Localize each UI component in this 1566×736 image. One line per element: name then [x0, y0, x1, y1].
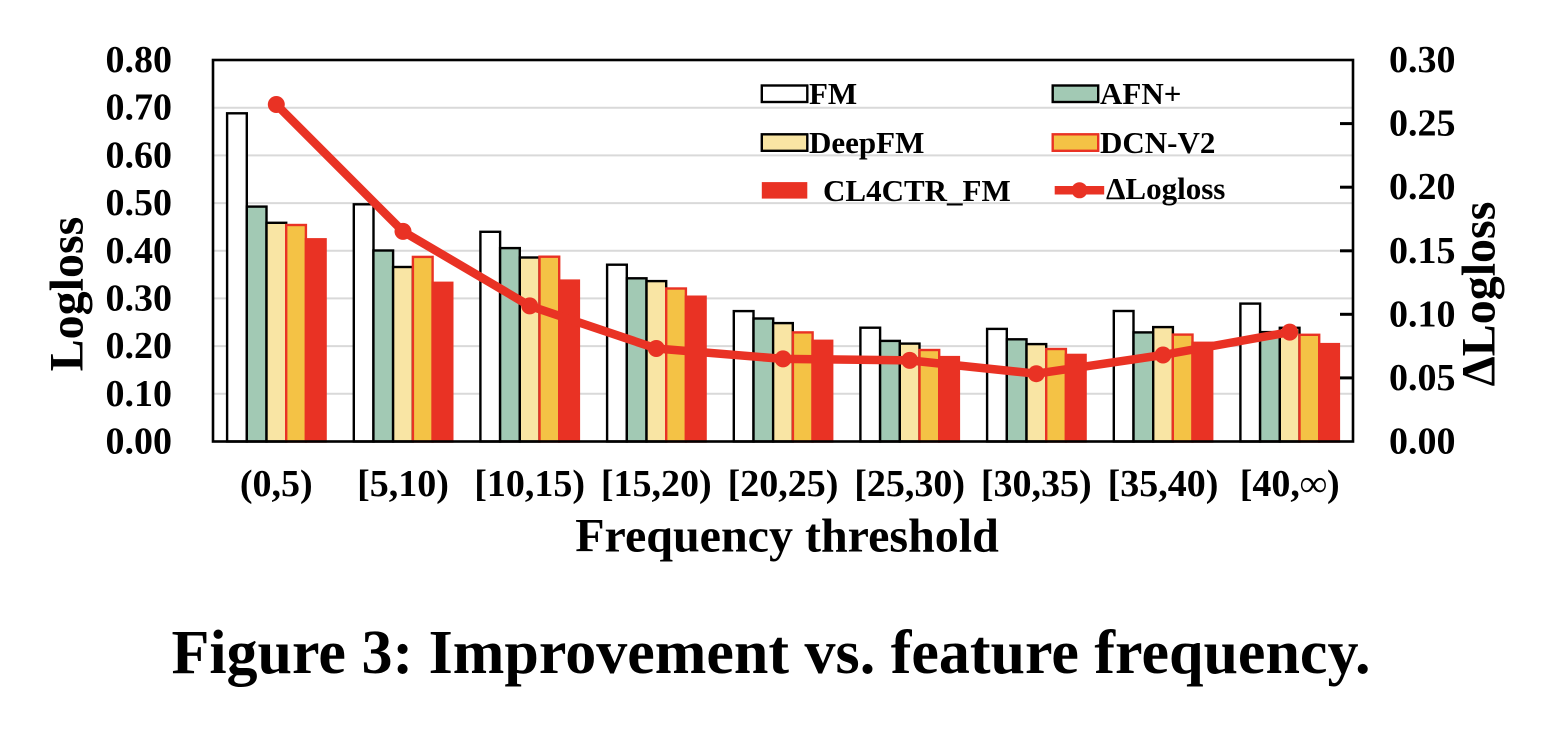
svg-text:[20,25): [20,25): [728, 463, 839, 505]
svg-text:0.10: 0.10: [106, 373, 173, 415]
svg-text:0.50: 0.50: [106, 182, 173, 224]
svg-text:0.40: 0.40: [106, 230, 173, 272]
svg-text:0.30: 0.30: [106, 277, 173, 319]
svg-text:DeepFM: DeepFM: [809, 125, 924, 160]
svg-text:[10,15): [10,15): [474, 463, 585, 505]
svg-text:Frequency threshold: Frequency threshold: [575, 510, 999, 563]
svg-text:[40,∞): [40,∞): [1240, 463, 1340, 505]
svg-text:[25,30): [25,30): [854, 463, 965, 505]
svg-text:AFN+: AFN+: [1100, 76, 1181, 111]
svg-text:[30,35): [30,35): [981, 463, 1092, 505]
svg-text:0.25: 0.25: [1389, 103, 1456, 145]
svg-text:[35,40): [35,40): [1108, 463, 1219, 505]
svg-text:ΔLogloss: ΔLogloss: [1453, 202, 1506, 387]
svg-text:[15,20): [15,20): [601, 463, 712, 505]
svg-text:0.10: 0.10: [1389, 293, 1456, 335]
svg-text:FM: FM: [809, 76, 857, 111]
svg-text:0.30: 0.30: [1389, 39, 1456, 81]
svg-text:0.20: 0.20: [1389, 166, 1456, 208]
svg-text:0.20: 0.20: [106, 325, 173, 367]
svg-text:0.05: 0.05: [1389, 357, 1456, 399]
svg-text:0.00: 0.00: [106, 421, 173, 463]
svg-text:DCN-V2: DCN-V2: [1100, 125, 1215, 160]
svg-text:0.60: 0.60: [106, 134, 173, 176]
svg-text:0.80: 0.80: [106, 39, 173, 81]
svg-text:0.15: 0.15: [1389, 230, 1456, 272]
svg-text:0.70: 0.70: [106, 87, 173, 129]
svg-text:0.00: 0.00: [1389, 421, 1456, 463]
svg-text:Logloss: Logloss: [41, 217, 94, 372]
svg-text:Figure 3: Improvement vs. feat: Figure 3: Improvement vs. feature freque…: [171, 619, 1370, 687]
svg-text:[5,10): [5,10): [357, 463, 449, 505]
svg-text:ΔLogloss: ΔLogloss: [1106, 171, 1225, 206]
svg-text:(0,5): (0,5): [240, 463, 313, 505]
svg-text:CL4CTR_FM: CL4CTR_FM: [823, 173, 1011, 208]
